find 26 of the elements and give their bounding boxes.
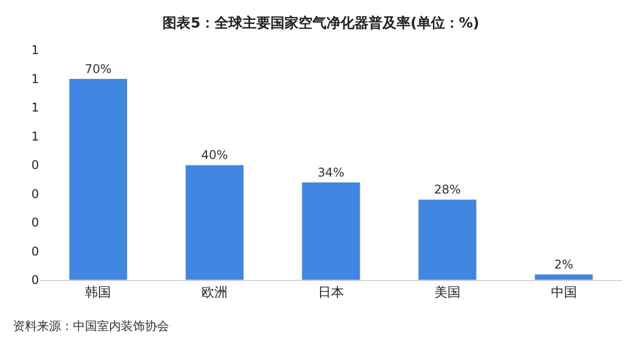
text: 资料来源：中国室内装饰协会	[13, 319, 169, 333]
bar	[185, 164, 244, 280]
bar	[68, 78, 128, 280]
y-tick-label: 1	[31, 129, 39, 144]
y-tick-label: 1	[31, 43, 39, 58]
y-tick-label: 0	[31, 216, 39, 230]
x-tick-label: 欧洲	[202, 286, 228, 301]
y-tick-label: 0	[31, 186, 39, 201]
y-tick-label: 0	[31, 158, 39, 172]
y-tick-label: 0	[31, 244, 39, 258]
x-tick-label: 日本	[318, 286, 344, 301]
x-tick-label: 美国	[434, 284, 460, 301]
y-tick-label: 1	[31, 100, 39, 115]
y-tick-label: 1	[31, 72, 39, 86]
x-tick-label: 韩国	[85, 286, 112, 301]
bar	[534, 274, 594, 280]
data-label: 40%	[201, 148, 228, 162]
bar	[302, 182, 360, 280]
data-label: 28%	[434, 182, 461, 196]
chart-title: 图表5：全球主要国家空气净化器普及率(单位：%)	[162, 14, 480, 32]
data-label: 70%	[84, 62, 112, 76]
x-tick-label: 中国	[550, 286, 577, 301]
bar	[418, 199, 477, 280]
data-label: 34%	[318, 165, 344, 180]
y-tick-label: 0	[31, 273, 39, 288]
data-label: 2%	[554, 257, 574, 272]
